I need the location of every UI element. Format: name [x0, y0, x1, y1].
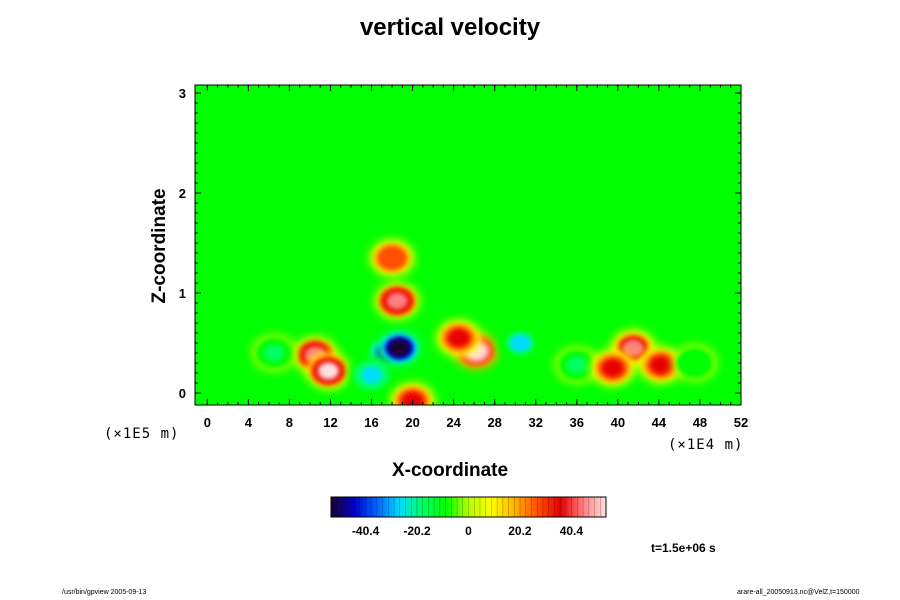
feature-9	[436, 320, 481, 356]
y-tick-label: 3	[179, 86, 186, 101]
colorbar-tick-label: -40.4	[352, 524, 380, 538]
feature-5	[349, 357, 394, 393]
colorbar-tick-label: 20.2	[508, 524, 532, 538]
feature-contour	[263, 344, 285, 362]
feature-contour	[448, 329, 470, 347]
colorbar-tick-label: 40.4	[560, 524, 584, 538]
colorbar-tick-label: 0	[465, 524, 472, 538]
feature-7	[370, 240, 415, 276]
x-tick-label: 44	[652, 415, 667, 430]
x-tick-label: 12	[323, 415, 337, 430]
y-tick-label: 2	[179, 186, 186, 201]
feature-contour	[602, 359, 624, 377]
x-axis-label: X-coordinate	[391, 460, 509, 481]
feature-13	[638, 347, 683, 383]
x-tick-label: 20	[405, 415, 419, 430]
x-tick-label: 32	[529, 415, 543, 430]
feature-contour	[386, 292, 408, 310]
x-tick-label: 48	[693, 415, 707, 430]
x-tick-label: 52	[734, 415, 748, 430]
feature-contour	[622, 339, 644, 357]
footer-source: arare-all_20050913.nc@VelZ,t=150000	[737, 589, 860, 596]
feature-contour	[361, 366, 382, 384]
colorbar-tick-label: -20.2	[403, 524, 431, 538]
feature-1	[306, 353, 351, 389]
y-tick-label: 1	[179, 286, 186, 301]
plot-frame	[194, 84, 742, 406]
plot-area	[195, 85, 741, 405]
feature-6	[375, 283, 420, 319]
feature-15	[672, 345, 717, 381]
feature-contour	[566, 356, 588, 374]
feature-contour	[317, 362, 339, 380]
colorbar-ticks: -40.4 -20.2 0 20.2 40.4	[336, 497, 601, 538]
feature-14	[590, 350, 635, 386]
feature-4	[377, 330, 422, 366]
x-axis-unit: (×1E4 m)	[668, 437, 744, 453]
x-tick-label: 0	[204, 415, 211, 430]
feature-contour	[684, 354, 706, 372]
x-tick-label: 4	[245, 415, 253, 430]
x-tick-label: 24	[446, 415, 461, 430]
time-label: t=1.5e+06 s	[651, 541, 716, 555]
y-tick-label: 0	[179, 386, 186, 401]
feature-10	[498, 325, 543, 361]
y-axis-unit: (×1E5 m)	[104, 426, 180, 442]
x-tick-label: 40	[611, 415, 625, 430]
feature-16	[390, 383, 435, 405]
feature-contour	[388, 339, 410, 357]
velocity-features	[252, 240, 717, 405]
colorbar: -40.4 -20.2 0 20.2 40.4	[330, 496, 607, 538]
x-tick-label: 36	[570, 415, 584, 430]
footer-command: /usr/bin/gpview 2005-09-13	[62, 589, 147, 596]
feature-2	[252, 335, 297, 371]
x-tick-label: 8	[286, 415, 293, 430]
feature-contour	[402, 392, 424, 405]
x-tick-label: 28	[487, 415, 501, 430]
chart-title: vertical velocity	[359, 14, 541, 41]
y-axis-label: Z-coordinate	[149, 188, 170, 304]
feature-contour	[509, 334, 531, 352]
feature-11	[554, 347, 599, 383]
feature-contour	[381, 249, 403, 267]
feature-contour	[650, 356, 672, 374]
x-tick-label: 16	[364, 415, 378, 430]
